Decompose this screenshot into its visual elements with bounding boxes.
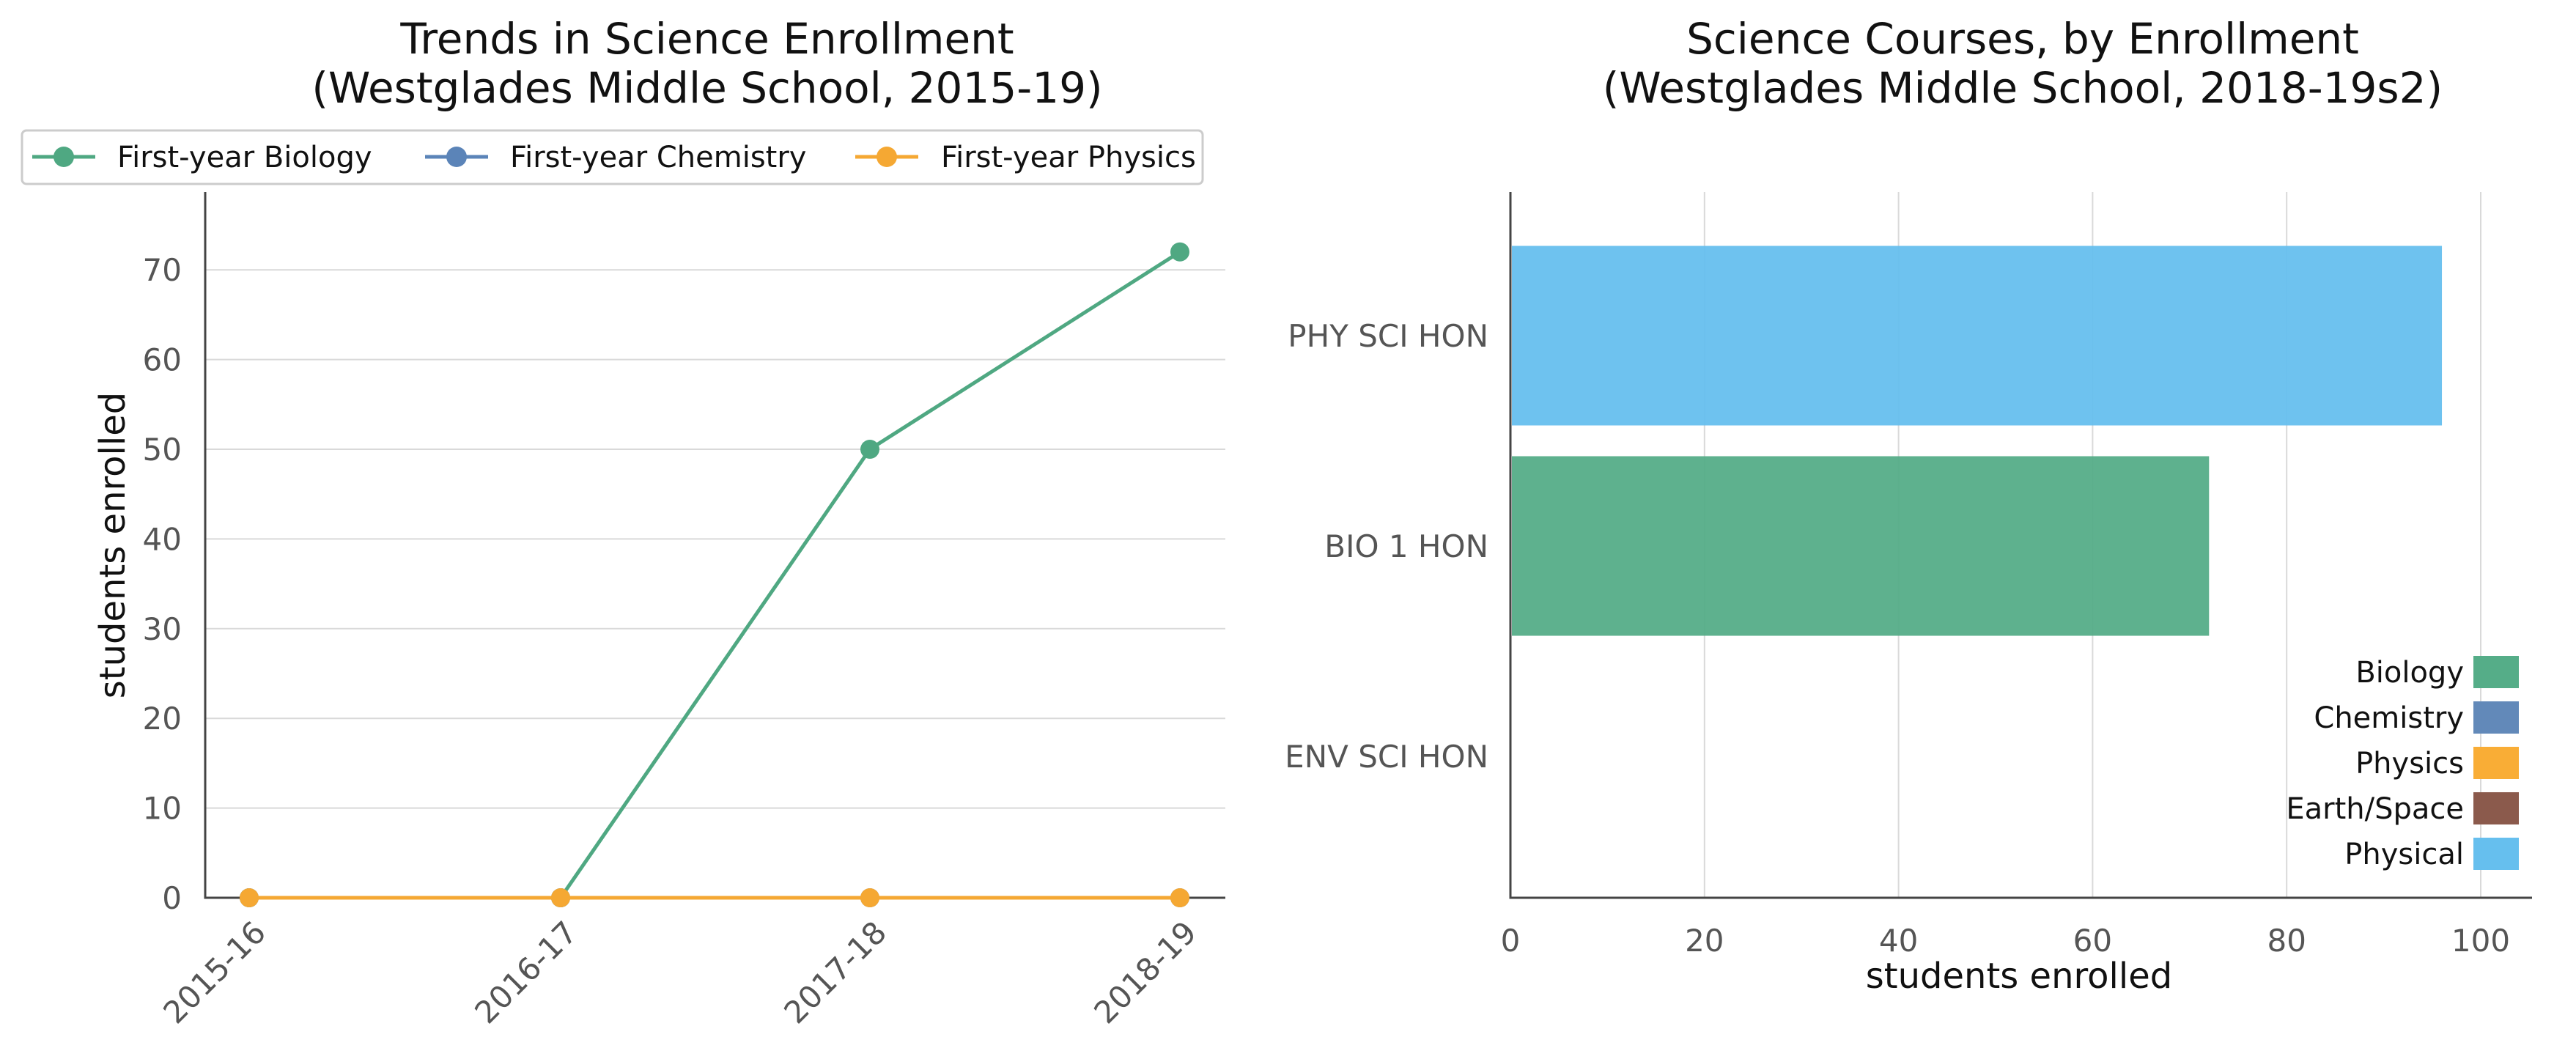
course-enrollment-chart: Science Courses, by Enrollment (Westglad… xyxy=(1285,14,2532,997)
legend-entry-chemistry: First-year Chemistry xyxy=(425,141,806,174)
legend-swatch-physics xyxy=(2473,747,2519,779)
x-tick-label: 0 xyxy=(1501,923,1521,959)
data-point-first-year-biology xyxy=(860,440,879,459)
axes-spine xyxy=(204,192,1225,899)
legend-label-chemistry: First-year Chemistry xyxy=(510,141,806,174)
y-tick-label: 10 xyxy=(143,791,182,827)
bar-bio-1-hon xyxy=(1512,456,2210,636)
x-tick-label: 80 xyxy=(2267,923,2306,959)
y-tick-label: 70 xyxy=(143,252,182,288)
y-tick-label: 50 xyxy=(143,432,182,468)
series-lines xyxy=(240,242,1189,907)
legend-label-physics: Physics xyxy=(2355,747,2464,781)
legend-swatch-biology xyxy=(2473,656,2519,688)
x-tick-labels: 2015-16 2016-17 2017-18 2018-19 xyxy=(156,914,1203,1030)
legend-marker-chemistry xyxy=(446,147,467,167)
legend-label-chemistry: Chemistry xyxy=(2314,701,2464,735)
x-tick-label: 40 xyxy=(1879,923,1918,959)
y-tick-label: 30 xyxy=(143,611,182,647)
category-label: PHY SCI HON xyxy=(1288,318,1488,354)
legend-swatch-physical xyxy=(2473,838,2519,870)
legend-frame xyxy=(21,129,1204,185)
x-tick-label: 2015-16 xyxy=(156,914,273,1030)
chart-title: Science Courses, by Enrollment xyxy=(1686,14,2359,64)
bars xyxy=(1512,246,2443,636)
y-tick-labels: 0 10 20 30 40 50 60 70 xyxy=(143,252,182,916)
x-tick-label: 60 xyxy=(2073,923,2112,959)
category-label: BIO 1 HON xyxy=(1324,528,1488,564)
y-gridlines xyxy=(205,269,1225,809)
series-line-first-year-biology xyxy=(249,250,1181,900)
x-tick-label: 2017-18 xyxy=(777,914,893,1030)
legend-entry-biology: First-year Biology xyxy=(32,141,372,174)
legend-swatch-chemistry xyxy=(2473,701,2519,734)
x-tick-label: 2018-19 xyxy=(1087,914,1203,1030)
y-axis-label: students enrolled xyxy=(92,392,133,698)
legend-label-biology: Biology xyxy=(2355,656,2464,690)
category-labels: PHY SCI HON BIO 1 HON ENV SCI HON xyxy=(1285,318,1488,775)
x-tick-label: 2016-17 xyxy=(468,914,584,1030)
y-tick-label: 20 xyxy=(143,701,182,737)
y-tick-label: 60 xyxy=(143,342,182,378)
legend-label-physics: First-year Physics xyxy=(941,141,1196,174)
legend-marker-physics xyxy=(876,147,897,167)
data-point-first-year-physics xyxy=(1170,888,1189,907)
data-point-first-year-physics xyxy=(240,888,259,907)
x-tick-label: 100 xyxy=(2451,923,2510,959)
legend: First-year Biology First-year Chemistry … xyxy=(21,129,1204,185)
bar-phy-sci-hon xyxy=(1512,246,2443,426)
y-tick-label: 40 xyxy=(143,521,182,557)
x-tick-label: 20 xyxy=(1685,923,1724,959)
legend-swatch-earth-space xyxy=(2473,792,2519,824)
legend-entry-physics: First-year Physics xyxy=(855,141,1196,174)
legend: Biology Chemistry Physics Earth/Space Physic… xyxy=(2286,656,2519,871)
y-tick-label: 0 xyxy=(162,880,182,916)
legend-label-earth-space: Earth/Space xyxy=(2286,792,2464,826)
category-label: ENV SCI HON xyxy=(1285,739,1488,775)
x-axis-label: students enrolled xyxy=(1866,956,2172,997)
enrollment-trend-chart: Trends in Science Enrollment (Westglades… xyxy=(21,14,1225,1030)
chart-subtitle: (Westglades Middle School, 2015-19) xyxy=(311,63,1102,113)
data-point-first-year-biology xyxy=(1170,242,1189,262)
x-tick-labels: 0 20 40 60 80 100 xyxy=(1501,923,2510,959)
data-point-first-year-physics xyxy=(860,888,879,907)
data-point-first-year-physics xyxy=(551,888,570,907)
chart-subtitle: (Westglades Middle School, 2018-19s2) xyxy=(1603,63,2443,113)
axes-spine xyxy=(1509,192,2532,899)
legend-label-biology: First-year Biology xyxy=(117,141,372,174)
legend-marker-biology xyxy=(53,147,74,167)
legend-label-physical: Physical xyxy=(2344,838,2464,871)
chart-title: Trends in Science Enrollment xyxy=(399,14,1014,64)
